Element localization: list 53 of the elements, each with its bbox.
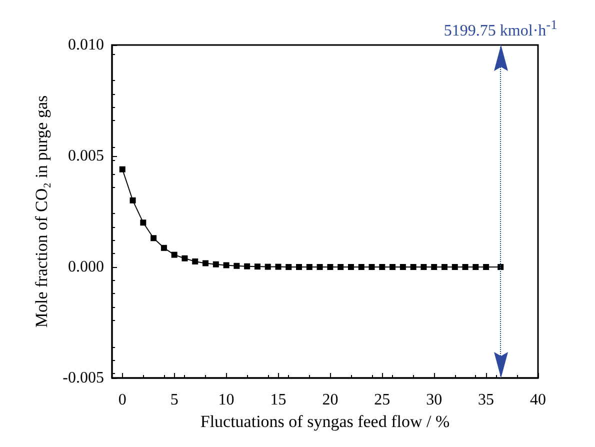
- point: [160, 244, 167, 251]
- point: [431, 264, 438, 270]
- point: [150, 235, 157, 242]
- point: [400, 264, 406, 270]
- y-tick-label: 0.000: [68, 258, 104, 276]
- point: [192, 258, 198, 264]
- point: [452, 264, 458, 270]
- y-tick-label: -0.005: [62, 370, 104, 386]
- point: [130, 197, 136, 204]
- point: [498, 264, 504, 270]
- point: [327, 264, 334, 270]
- y-axis-title: Mole fraction of CO₂ in purge gas: [32, 95, 51, 328]
- point: [379, 264, 386, 270]
- x-tick-label: 5: [170, 392, 178, 408]
- x-tick-label: 15: [270, 392, 286, 408]
- point: [223, 262, 230, 268]
- y-tick-label: 0.005: [68, 148, 104, 164]
- point: [140, 220, 146, 226]
- point: [275, 264, 282, 270]
- point: [171, 252, 178, 258]
- point: [182, 255, 188, 262]
- x-tick-label: 35: [478, 392, 494, 408]
- point: [472, 264, 479, 270]
- point: [420, 264, 427, 270]
- point: [410, 264, 416, 270]
- x-tick-label: 30: [426, 392, 442, 408]
- point: [462, 264, 468, 270]
- point: [306, 264, 312, 270]
- point: [316, 264, 323, 270]
- point: [202, 260, 209, 266]
- point: [254, 264, 260, 270]
- point: [234, 262, 240, 269]
- point: [358, 264, 364, 270]
- point: [441, 264, 448, 270]
- x-tick-label: 10: [218, 392, 234, 408]
- x-tick-label: 20: [322, 392, 338, 408]
- point: [348, 264, 354, 270]
- point: [286, 264, 292, 270]
- point: [296, 264, 302, 270]
- x-tick-label: 40: [530, 392, 546, 408]
- point: [119, 166, 126, 172]
- y-tick-label: 0.010: [68, 36, 104, 54]
- ref-line-label: 5199.75 kmol·h$^{-1}$: [444, 16, 558, 42]
- x-tick-label: 25: [374, 392, 390, 408]
- x-tick-label: 0: [118, 392, 126, 408]
- x-axis-title: Fluctuations of syngas feed flow / %: [200, 412, 450, 431]
- point: [264, 264, 271, 270]
- point: [212, 261, 219, 268]
- point: [390, 264, 396, 270]
- point: [338, 264, 344, 270]
- point: [368, 264, 375, 270]
- point: [483, 264, 490, 270]
- point: [244, 263, 250, 270]
